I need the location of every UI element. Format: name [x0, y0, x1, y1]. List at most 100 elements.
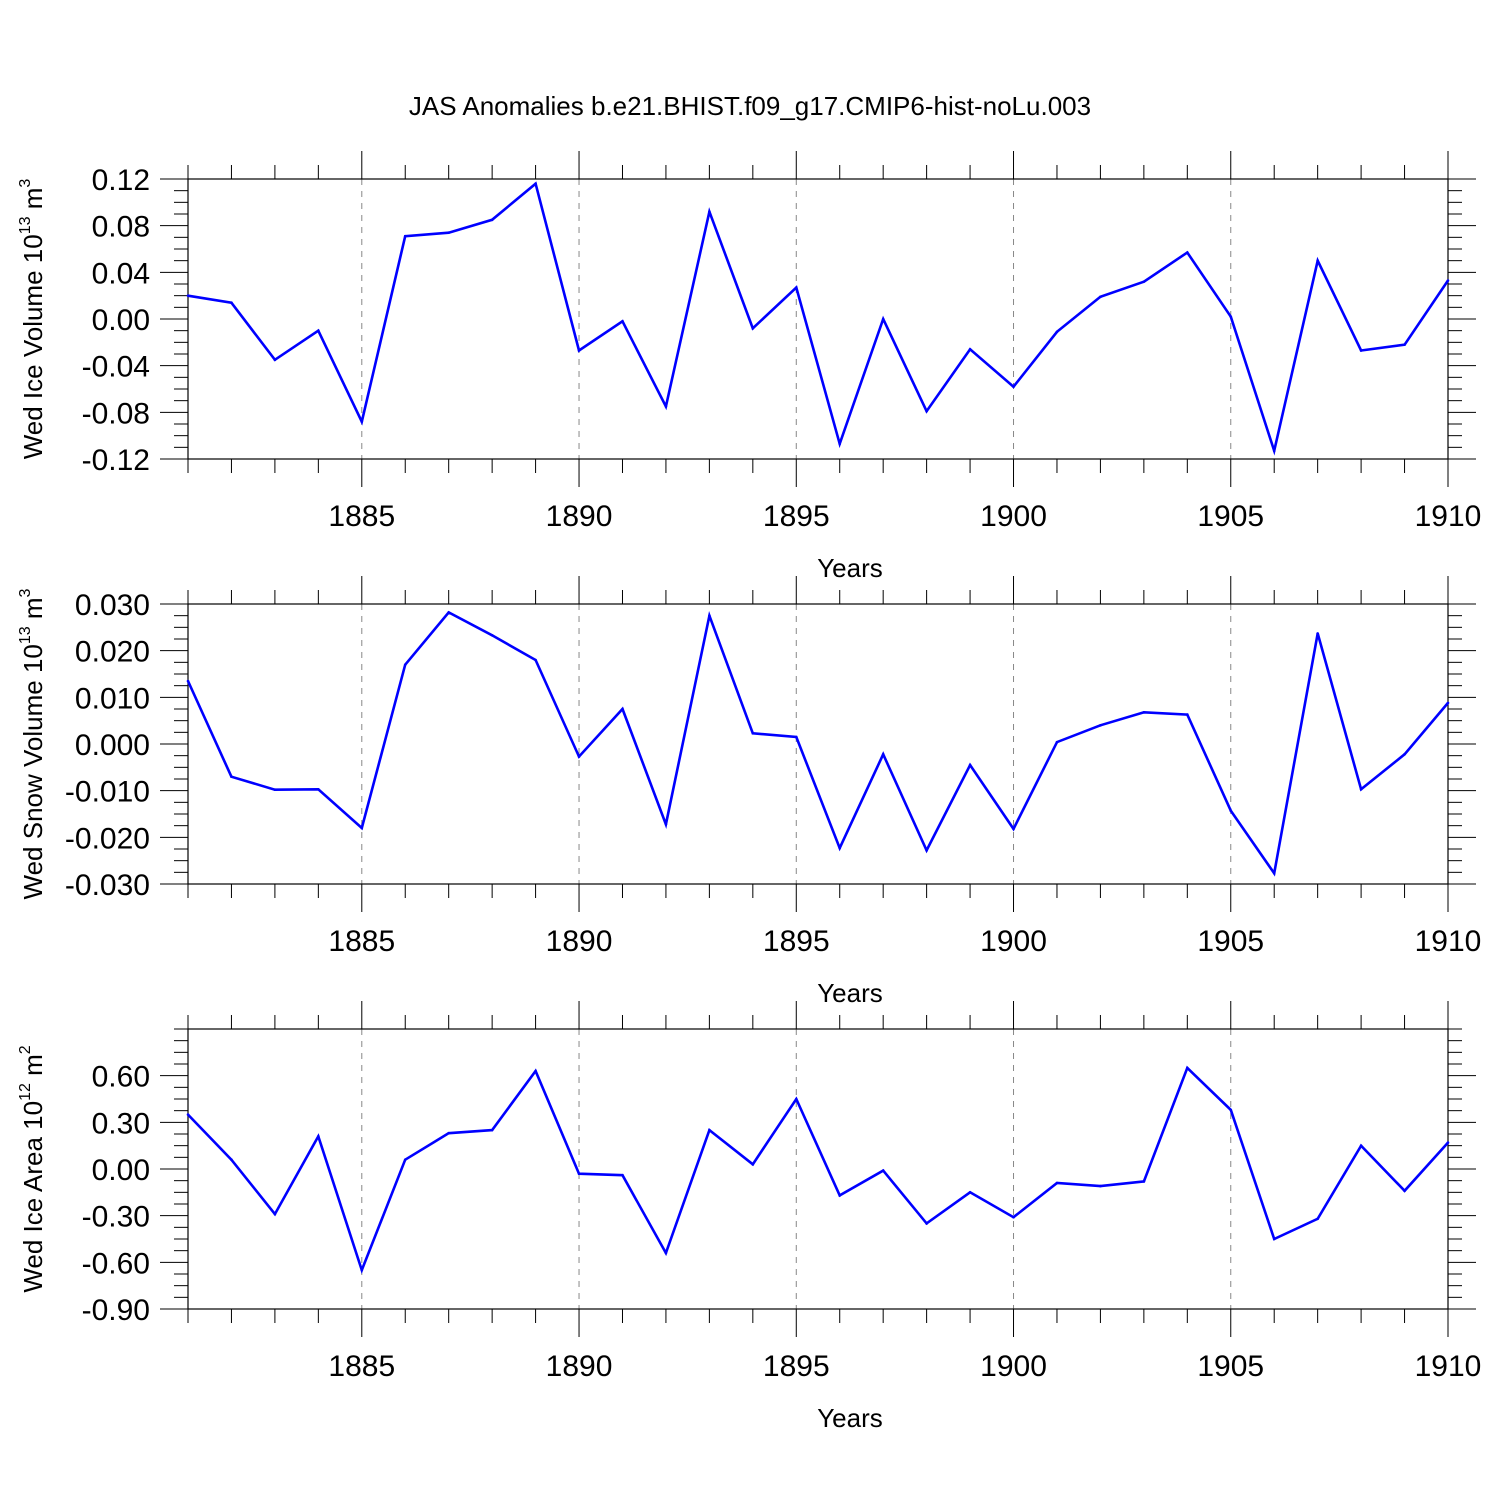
x-tick-label: 1885 — [328, 925, 395, 958]
x-tick-label: 1900 — [980, 925, 1047, 958]
data-point — [403, 1158, 407, 1161]
x-tick-label: 1910 — [1415, 1350, 1482, 1383]
x-tick-label: 1910 — [1415, 500, 1482, 533]
y-tick-label: -0.30 — [82, 1201, 150, 1234]
data-point — [621, 320, 624, 323]
data-point — [664, 822, 668, 826]
data-point — [1186, 1066, 1189, 1070]
x-tick-label: 1900 — [980, 500, 1047, 533]
data-point — [1099, 724, 1102, 727]
x-tick-label: 1910 — [1415, 925, 1482, 958]
y-axis-title: Wed Ice Area 1012 m2 — [17, 1045, 48, 1292]
y-tick-label: -0.60 — [82, 1247, 150, 1280]
series-line — [187, 1065, 1449, 1274]
chart-panel-2: 1885 1890 1895 1900 1905 1910 -0.030 -0.020 -0.0… — [17, 576, 1481, 1008]
x-tick-label: 1905 — [1197, 500, 1264, 533]
data-point — [708, 210, 711, 213]
data-point — [403, 234, 407, 238]
data-point — [708, 1128, 711, 1132]
series-line — [187, 181, 1450, 456]
y-axis-title-text: Wed Snow Volume 10 — [18, 644, 48, 899]
series-line — [186, 610, 1449, 877]
data-point — [881, 317, 885, 321]
data-point — [403, 663, 407, 666]
chart-panel-3: 1885 1890 1895 1900 1905 1910 -0.90 -0.60 -0.30 0… — [17, 1001, 1481, 1433]
x-tick-label: 1895 — [763, 500, 830, 533]
data-point — [968, 1191, 972, 1194]
data-point — [794, 735, 798, 739]
data-point — [1229, 1108, 1233, 1112]
data-point — [1186, 251, 1189, 254]
data-point — [577, 755, 581, 758]
data-point — [360, 1268, 364, 1272]
y-tick-label: 0.00 — [92, 1154, 150, 1187]
y-tick-label: 0.010 — [75, 682, 150, 715]
data-point — [273, 788, 277, 792]
data-point — [1055, 740, 1059, 744]
y-axis-title-unit: m — [18, 188, 48, 217]
data-point — [1359, 787, 1363, 791]
data-point — [1229, 809, 1233, 813]
data-point — [838, 1194, 842, 1197]
data-point — [838, 442, 842, 446]
y-tick-label: 0.08 — [92, 211, 150, 244]
data-point — [1316, 1217, 1319, 1221]
data-point — [751, 1163, 755, 1166]
data-point — [1316, 632, 1319, 635]
y-tick-label: 0.020 — [75, 636, 150, 669]
y-tick-label: -0.020 — [65, 822, 150, 855]
data-point — [1012, 385, 1015, 388]
data-point — [534, 1069, 537, 1073]
y-tick-label: -0.90 — [82, 1294, 150, 1327]
y-tick-label: 0.030 — [75, 589, 150, 622]
data-point — [186, 1113, 190, 1116]
data-point — [751, 327, 755, 330]
y-axis-title-unit: m — [18, 597, 48, 626]
data-point — [1142, 280, 1146, 283]
data-point — [273, 358, 277, 362]
data-point — [317, 329, 320, 332]
y-axis-title-text: Wed Ice Volume 10 — [18, 234, 48, 459]
data-point — [534, 182, 537, 185]
y-tick-label: 0.12 — [92, 164, 150, 197]
data-point — [1099, 295, 1102, 299]
data-point — [490, 1128, 494, 1132]
figure-title: JAS Anomalies b.e21.BHIST.f09_g17.CMIP6-… — [409, 91, 1091, 121]
x-tick-label: 1890 — [546, 925, 613, 958]
data-point — [664, 1251, 668, 1255]
data-point — [230, 775, 233, 778]
x-tick-label: 1885 — [328, 1350, 395, 1383]
data-point — [925, 849, 928, 852]
data-point — [881, 752, 885, 756]
x-tick-label: 1905 — [1197, 1350, 1264, 1383]
data-point — [490, 218, 494, 222]
x-axis-title: Years — [817, 1403, 883, 1433]
data-point — [968, 348, 972, 351]
data-point — [1142, 1180, 1146, 1183]
data-point — [621, 1173, 624, 1177]
data-point — [1403, 343, 1406, 346]
y-tick-label: -0.010 — [65, 776, 150, 809]
y-axis-title-unit-exponent: 3 — [17, 588, 34, 597]
data-point — [751, 731, 755, 735]
y-tick-label: 0.000 — [75, 729, 150, 762]
y-axis-title-text: Wed Ice Area 10 — [18, 1101, 48, 1293]
y-tick-label: 0.30 — [92, 1107, 150, 1140]
data-point — [490, 633, 494, 637]
data-point — [968, 763, 972, 767]
data-point — [1186, 713, 1189, 716]
data-point — [794, 286, 798, 289]
data-point — [1272, 449, 1276, 453]
data-point — [1403, 752, 1406, 756]
x-tick-label: 1905 — [1197, 925, 1264, 958]
data-point — [534, 658, 537, 662]
data-point — [925, 1222, 928, 1225]
data-point — [360, 826, 364, 830]
x-tick-label: 1900 — [980, 1350, 1047, 1383]
data-point — [1359, 349, 1363, 352]
x-axis-title: Years — [817, 553, 883, 583]
y-axis-title: Wed Ice Volume 1013 m3 — [17, 179, 48, 460]
data-point — [664, 405, 668, 408]
y-tick-label: 0.00 — [92, 304, 150, 337]
data-point — [794, 1097, 798, 1101]
